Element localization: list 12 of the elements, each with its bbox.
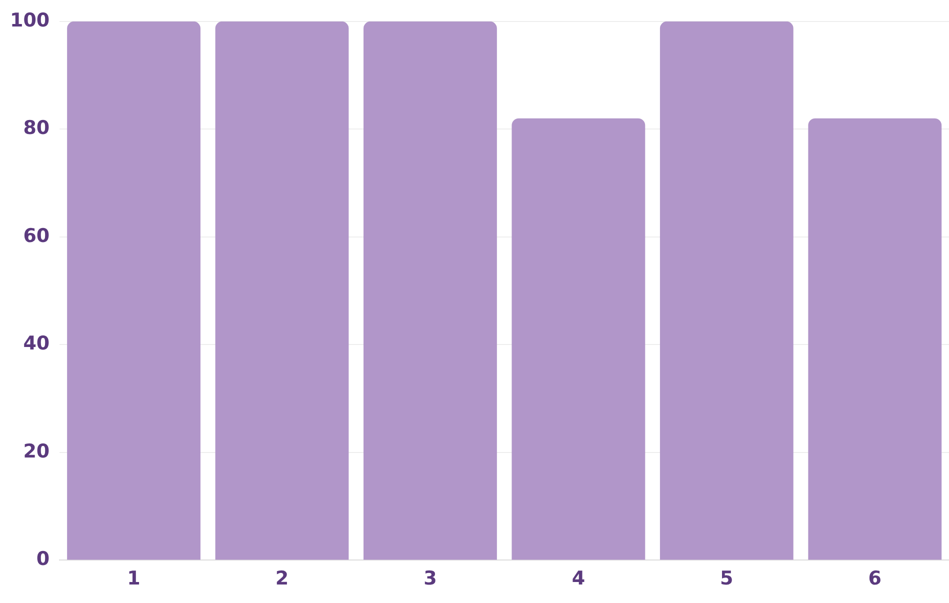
x-tick-label: 2 xyxy=(275,568,289,590)
y-tick-label: 80 xyxy=(23,117,50,140)
y-tick-label: 40 xyxy=(23,332,50,355)
y-tick-label: 100 xyxy=(10,9,50,32)
y-tick-label: 0 xyxy=(36,548,50,570)
x-tick-label: 6 xyxy=(868,568,882,590)
x-tick-label: 3 xyxy=(424,568,437,590)
x-tick-label: 4 xyxy=(572,568,586,590)
y-tick-label: 20 xyxy=(23,440,50,462)
x-tick-label: 1 xyxy=(127,568,140,590)
x-tick-label: 5 xyxy=(720,568,734,590)
y-tick-label: 60 xyxy=(23,224,50,247)
